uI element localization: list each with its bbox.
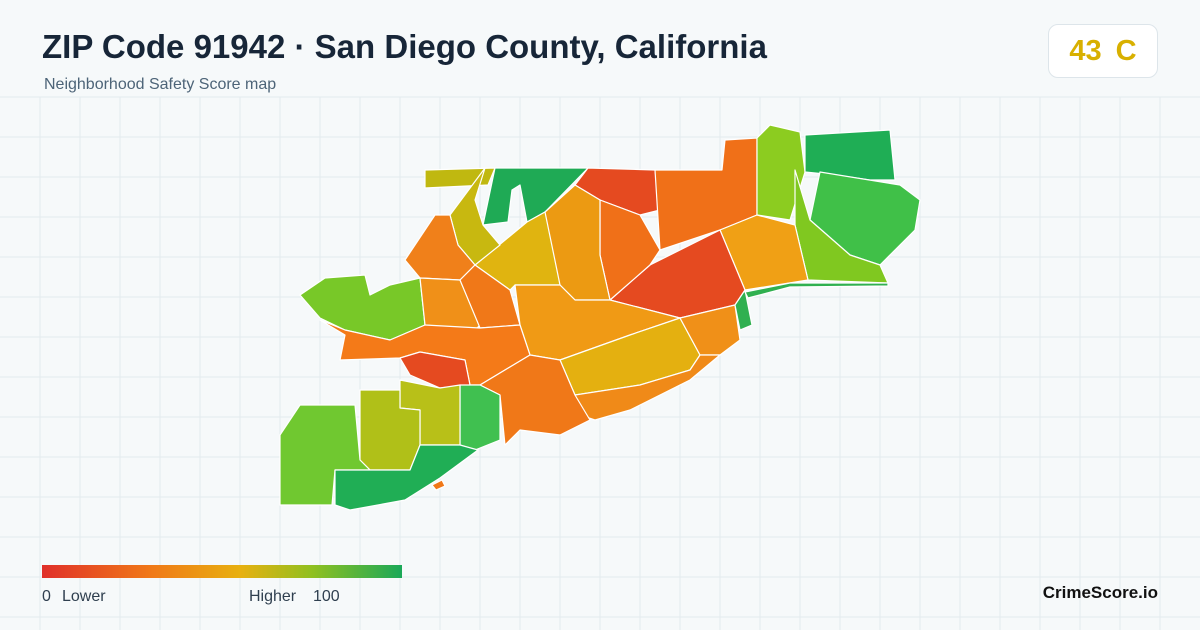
legend-min-label: Lower <box>62 588 106 605</box>
region <box>431 479 446 491</box>
score-grade: C <box>1115 34 1137 67</box>
region <box>459 264 521 329</box>
zip-regions <box>279 124 921 511</box>
title: ZIP Code 91942 · San Diego County, Calif… <box>42 28 767 65</box>
score-value: 43 <box>1069 34 1102 67</box>
subtitle: Neighborhood Safety Score map <box>44 76 277 93</box>
region <box>679 304 741 356</box>
legend-min: 0 <box>42 588 51 605</box>
legend-max: 100 <box>313 588 340 605</box>
legend-max-label: Higher <box>249 588 297 605</box>
region <box>744 282 889 299</box>
region <box>459 384 501 451</box>
region <box>479 354 591 446</box>
legend-gradient <box>42 565 402 578</box>
region <box>804 129 896 181</box>
region <box>574 354 721 421</box>
score-badge: 43 C <box>1048 24 1158 78</box>
brand: CrimeScore.io <box>1042 583 1158 602</box>
region <box>334 444 479 511</box>
region <box>734 289 753 331</box>
region <box>299 274 426 341</box>
region <box>482 167 589 226</box>
